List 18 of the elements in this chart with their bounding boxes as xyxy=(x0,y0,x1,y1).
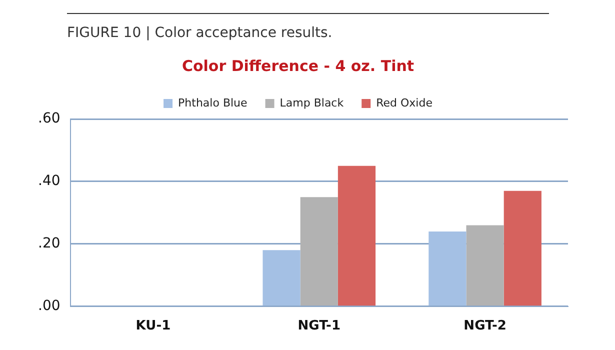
legend-label: Phthalo Blue xyxy=(178,96,248,110)
chart-title: Color Difference - 4 oz. Tint xyxy=(182,56,414,75)
x-tick-label: KU-1 xyxy=(136,318,171,334)
x-tick-label: NGT-1 xyxy=(298,318,340,334)
y-tick-label: .60 xyxy=(38,110,60,127)
bar xyxy=(428,231,466,306)
bar xyxy=(466,225,504,306)
y-tick-label: .00 xyxy=(38,298,60,314)
legend-label: Lamp Black xyxy=(280,96,344,110)
bar xyxy=(300,197,338,306)
bar xyxy=(504,190,542,306)
x-tick-label: NGT-2 xyxy=(464,318,506,334)
caption: FIGURE 10 | Color acceptance results. xyxy=(67,25,332,41)
y-tick-label: .40 xyxy=(38,173,60,190)
bar xyxy=(338,166,376,306)
y-tick-label: .20 xyxy=(38,236,60,252)
legend-label: Red Oxide xyxy=(376,96,433,110)
bar xyxy=(262,250,300,306)
